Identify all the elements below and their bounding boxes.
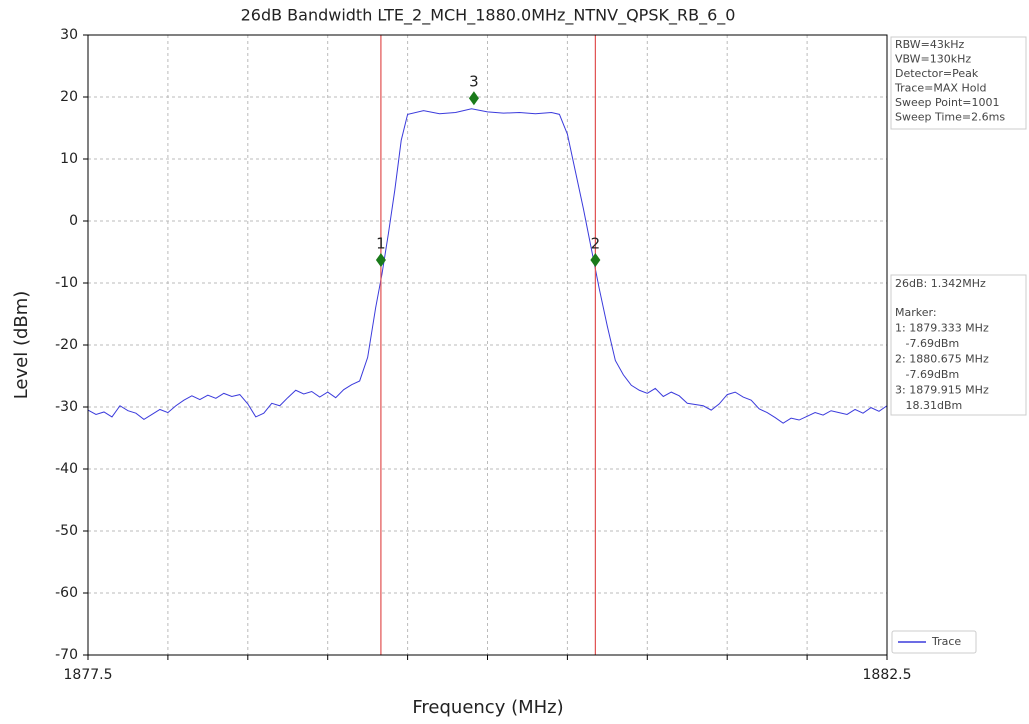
y-tick-label: 20	[60, 89, 78, 105]
settings-line: Detector=Peak	[895, 67, 979, 80]
trace-line	[87, 108, 888, 424]
marker-label: 1	[376, 235, 386, 253]
settings-line: Sweep Point=1001	[895, 96, 1000, 109]
result-line: -7.69dBm	[895, 337, 959, 350]
result-line: 3: 1879.915 MHz	[895, 384, 989, 397]
settings-line: Trace=MAX Hold	[894, 82, 987, 95]
chart-title: 26dB Bandwidth LTE_2_MCH_1880.0MHz_NTNV_…	[241, 6, 736, 26]
result-box	[890, 274, 1027, 416]
x-axis-label: Frequency (MHz)	[412, 697, 563, 718]
result-line: Marker:	[895, 306, 937, 319]
y-tick-label: -20	[55, 337, 78, 353]
result-line: 2: 1880.675 MHz	[895, 353, 989, 366]
x-tick-label: 1877.5	[64, 667, 113, 683]
settings-box	[890, 36, 1027, 130]
y-tick-label: 0	[69, 213, 78, 229]
marker	[375, 253, 386, 268]
result-line: -7.69dBm	[895, 368, 959, 381]
y-tick-label: 30	[60, 27, 78, 43]
marker-label: 3	[469, 73, 479, 91]
x-tick-label: 1882.5	[863, 667, 912, 683]
y-tick-label: -70	[55, 647, 78, 663]
marker	[590, 253, 601, 268]
result-line: 18.31dBm	[895, 399, 962, 412]
y-tick-label: 10	[60, 151, 78, 167]
y-tick-label: -40	[55, 461, 78, 477]
settings-line: RBW=43kHz	[895, 38, 965, 51]
legend-box	[891, 630, 977, 654]
y-axis-label: Level (dBm)	[11, 291, 32, 400]
bandwidth-result: 26dB: 1.342MHz	[895, 277, 986, 290]
y-tick-label: -10	[55, 275, 78, 291]
plot-frame	[87, 34, 888, 656]
y-tick-label: -60	[55, 585, 78, 601]
settings-line: Sweep Time=2.6ms	[895, 111, 1005, 124]
marker-label: 2	[591, 235, 601, 253]
marker	[468, 91, 479, 106]
y-tick-label: -50	[55, 523, 78, 539]
result-line: 1: 1879.333 MHz	[895, 322, 989, 335]
settings-line: VBW=130kHz	[895, 53, 971, 66]
y-tick-label: -30	[55, 399, 78, 415]
legend-label: Trace	[931, 635, 961, 648]
